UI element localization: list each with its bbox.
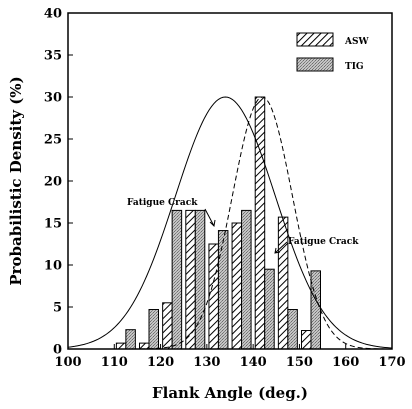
y-tick-label: 5 bbox=[53, 301, 62, 316]
x-tick-label: 130 bbox=[193, 355, 220, 370]
y-tick-label: 15 bbox=[44, 217, 62, 232]
fit-curve-asw bbox=[68, 96, 393, 350]
y-tick-label: 35 bbox=[44, 49, 62, 64]
legend: ASW TIG bbox=[296, 32, 369, 72]
legend-swatch-tig bbox=[296, 57, 334, 72]
bar-tig bbox=[171, 209, 183, 350]
ticks-layer: 100 110 120 130 140 150 160 170 0 5 10 15 20 25 30 35 40 bbox=[44, 7, 406, 371]
bar-tig bbox=[194, 209, 206, 350]
bar-asw bbox=[254, 96, 266, 350]
annotation-text: Fatigue Crack bbox=[288, 237, 359, 247]
bar-asw bbox=[301, 330, 312, 350]
x-tick-label: 150 bbox=[286, 355, 313, 370]
bar-tig bbox=[217, 230, 229, 350]
annotation-text: Fatigue Crack bbox=[127, 198, 198, 208]
bar-tig bbox=[287, 309, 298, 350]
bars-layer bbox=[115, 96, 321, 350]
x-tick-label: 160 bbox=[332, 355, 359, 370]
x-tick-label: 110 bbox=[101, 355, 128, 370]
x-axis-title: Flank Angle (deg.) bbox=[152, 384, 308, 402]
y-tick-label: 20 bbox=[44, 175, 62, 190]
bar-tig bbox=[148, 309, 159, 350]
y-tick-label: 0 bbox=[53, 343, 62, 358]
annotation-fatigue-crack-left: Fatigue Crack bbox=[127, 198, 216, 228]
x-tick-label: 170 bbox=[378, 355, 405, 370]
x-tick-label: 140 bbox=[240, 355, 267, 370]
annotation-arrow bbox=[274, 241, 288, 254]
bar-asw bbox=[139, 342, 150, 350]
bar-asw bbox=[162, 302, 173, 350]
bar-asw bbox=[208, 243, 219, 350]
x-tick-label: 120 bbox=[147, 355, 174, 370]
bar-tig bbox=[264, 268, 275, 350]
bar-asw bbox=[277, 216, 289, 350]
annotation-fatigue-crack-right: Fatigue Crack bbox=[274, 237, 359, 254]
y-tick-label: 40 bbox=[44, 7, 62, 22]
legend-swatch-asw bbox=[296, 32, 334, 47]
bar-tig bbox=[241, 209, 252, 350]
plot-frame bbox=[67, 12, 393, 350]
curves-layer bbox=[67, 96, 393, 350]
y-tick-label: 30 bbox=[44, 91, 62, 106]
x-tick-label: 100 bbox=[54, 355, 81, 370]
bar-asw bbox=[185, 209, 196, 350]
bar-asw bbox=[115, 342, 127, 350]
annotation-arrow bbox=[204, 208, 216, 228]
y-axis-title: Probabilistic Density (%) bbox=[7, 76, 25, 285]
bar-asw bbox=[231, 222, 243, 350]
bar-tig bbox=[310, 270, 321, 350]
y-tick-label: 10 bbox=[44, 259, 62, 274]
legend-label-tig: TIG bbox=[345, 62, 364, 72]
y-tick-label: 25 bbox=[44, 133, 62, 148]
fit-curve-tig bbox=[67, 96, 393, 349]
bar-tig bbox=[125, 329, 136, 350]
legend-label-asw: ASW bbox=[344, 37, 369, 47]
